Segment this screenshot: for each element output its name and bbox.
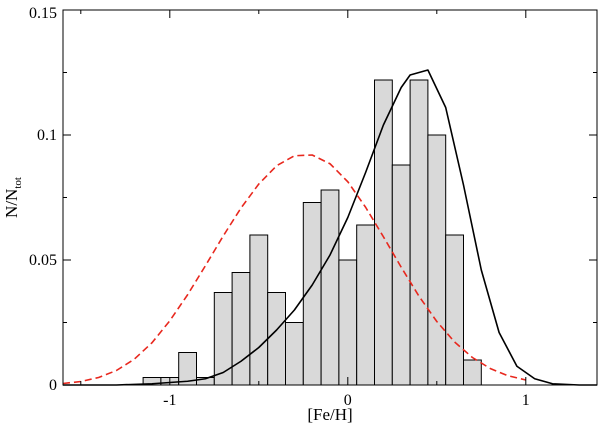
y-tick-label-0: 0 — [49, 377, 57, 394]
histogram-bar-15 — [409, 79, 429, 386]
x-tick-label-1: 0 — [344, 392, 352, 409]
axis-ticks — [63, 9, 597, 386]
y-tick-label-3: 0.15 — [29, 5, 57, 22]
curves — [62, 69, 597, 386]
histogram-bar-12 — [356, 224, 376, 386]
y-tick-label-2: 0.1 — [37, 127, 57, 144]
x-tick-label-0: -1 — [163, 392, 176, 409]
histogram-bar-17 — [445, 234, 465, 386]
curve-dashed-line — [62, 154, 526, 385]
histogram-bar-18 — [463, 359, 482, 386]
histogram-bar-7 — [267, 292, 287, 386]
histogram-bar-4 — [213, 292, 233, 386]
tick-labels: -1 0 1 0 0.05 0.1 0.15 — [29, 5, 530, 409]
histogram-bar-5 — [231, 272, 251, 386]
y-axis-label-main: N/N — [2, 189, 21, 218]
y-axis-label: N/Ntot — [2, 177, 24, 218]
histogram-bar-6 — [249, 234, 269, 386]
histogram-bar-16 — [427, 134, 447, 386]
curve-solid-line — [63, 69, 597, 386]
x-axis-label: [Fe/H] — [307, 405, 352, 424]
x-tick-label-2: 1 — [522, 392, 530, 409]
y-tick-label-1: 0.05 — [29, 252, 57, 269]
y-axis-label-subscript: tot — [12, 177, 24, 189]
histogram-bar-10 — [320, 189, 340, 386]
histogram-bar-14 — [391, 164, 411, 386]
histogram-bar-11 — [338, 259, 358, 386]
histogram — [142, 79, 482, 386]
histogram-bar-8 — [285, 322, 304, 386]
